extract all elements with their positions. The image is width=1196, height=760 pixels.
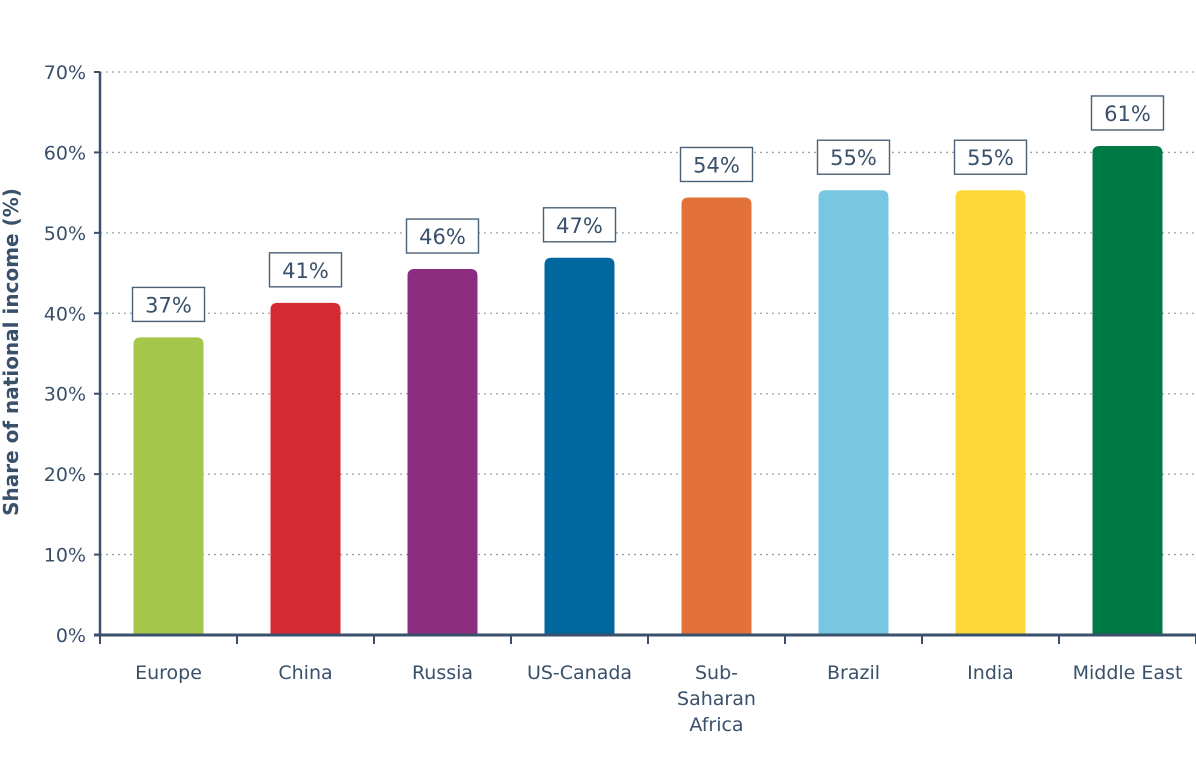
data-label-text: 41% <box>282 259 329 283</box>
data-label-box <box>679 146 754 183</box>
x-tick-label: China <box>278 662 332 684</box>
y-tick-label: 60% <box>44 142 86 164</box>
gridlines <box>100 71 1196 556</box>
data-label-box <box>131 286 206 323</box>
data-label-box <box>268 252 343 288</box>
data-label-box <box>542 207 617 243</box>
y-axis-ticks: 0% 10% 20% 30% 40% 50% 60% 70% <box>44 62 100 647</box>
bar <box>1092 145 1163 635</box>
x-tick-label: Brazil <box>827 662 880 684</box>
x-tick-label-line: India <box>967 662 1014 684</box>
bar <box>133 337 204 635</box>
data-labels: 37% 41% 46% 47% 54% 55% 55% 61% <box>131 95 1165 323</box>
x-tick-label: India <box>967 662 1014 684</box>
data-label-text: 54% <box>693 153 740 177</box>
bar <box>818 190 889 636</box>
bar <box>681 197 752 635</box>
data-label: 54% <box>679 146 754 183</box>
x-tick-label-line: Middle East <box>1073 662 1183 684</box>
y-tick-label: 50% <box>44 223 86 245</box>
data-label: 37% <box>131 286 206 323</box>
x-tick-label-line: Sub- <box>695 662 738 684</box>
y-tick-label: 40% <box>44 303 86 325</box>
x-tick-label-line: US-Canada <box>527 662 632 684</box>
bars <box>133 145 1163 636</box>
data-label: 47% <box>542 207 617 243</box>
data-label-box <box>953 139 1028 175</box>
data-label: 46% <box>405 218 480 254</box>
data-label-text: 55% <box>830 146 877 170</box>
x-tick-label-line: China <box>278 662 332 684</box>
data-label-text: 55% <box>967 146 1014 170</box>
x-tick-label: Russia <box>412 662 473 684</box>
data-label-text: 46% <box>419 225 466 249</box>
axes <box>94 72 1196 644</box>
x-tick-label-line: Brazil <box>827 662 880 684</box>
x-tick-label: US-Canada <box>527 662 632 684</box>
x-tick-label: Sub- Saharan Africa <box>677 662 756 736</box>
data-label-text: 61% <box>1104 102 1151 126</box>
data-label-text: 47% <box>556 214 603 238</box>
y-tick-label: 20% <box>44 464 86 486</box>
bar <box>955 190 1026 636</box>
bar <box>544 257 615 635</box>
x-axis-categories: Europe China Russia US-Canada Sub- Saharan Afr… <box>135 662 1182 736</box>
data-label: 55% <box>816 139 891 175</box>
x-tick-label: Europe <box>135 662 202 684</box>
bar <box>407 269 478 635</box>
x-tick-label: Middle East <box>1073 662 1183 684</box>
x-tick-label-line: Russia <box>412 662 473 684</box>
data-label: 61% <box>1090 95 1165 131</box>
x-tick-label-line: Europe <box>135 662 202 684</box>
x-tick-label-line: Saharan <box>677 688 756 710</box>
x-tick-label-line: Africa <box>689 714 743 736</box>
data-label-box <box>1090 95 1165 131</box>
y-tick-label: 0% <box>56 625 86 647</box>
y-tick-label: 30% <box>44 384 86 406</box>
y-tick-label: 70% <box>44 62 86 84</box>
data-label-box <box>816 139 891 175</box>
y-axis-title: Share of national income (%) <box>0 188 23 516</box>
data-label-text: 37% <box>145 293 192 317</box>
bar <box>270 302 341 635</box>
y-tick-label: 10% <box>44 545 86 567</box>
data-label: 41% <box>268 252 343 288</box>
data-label: 55% <box>953 139 1028 175</box>
data-label-box <box>405 218 480 254</box>
